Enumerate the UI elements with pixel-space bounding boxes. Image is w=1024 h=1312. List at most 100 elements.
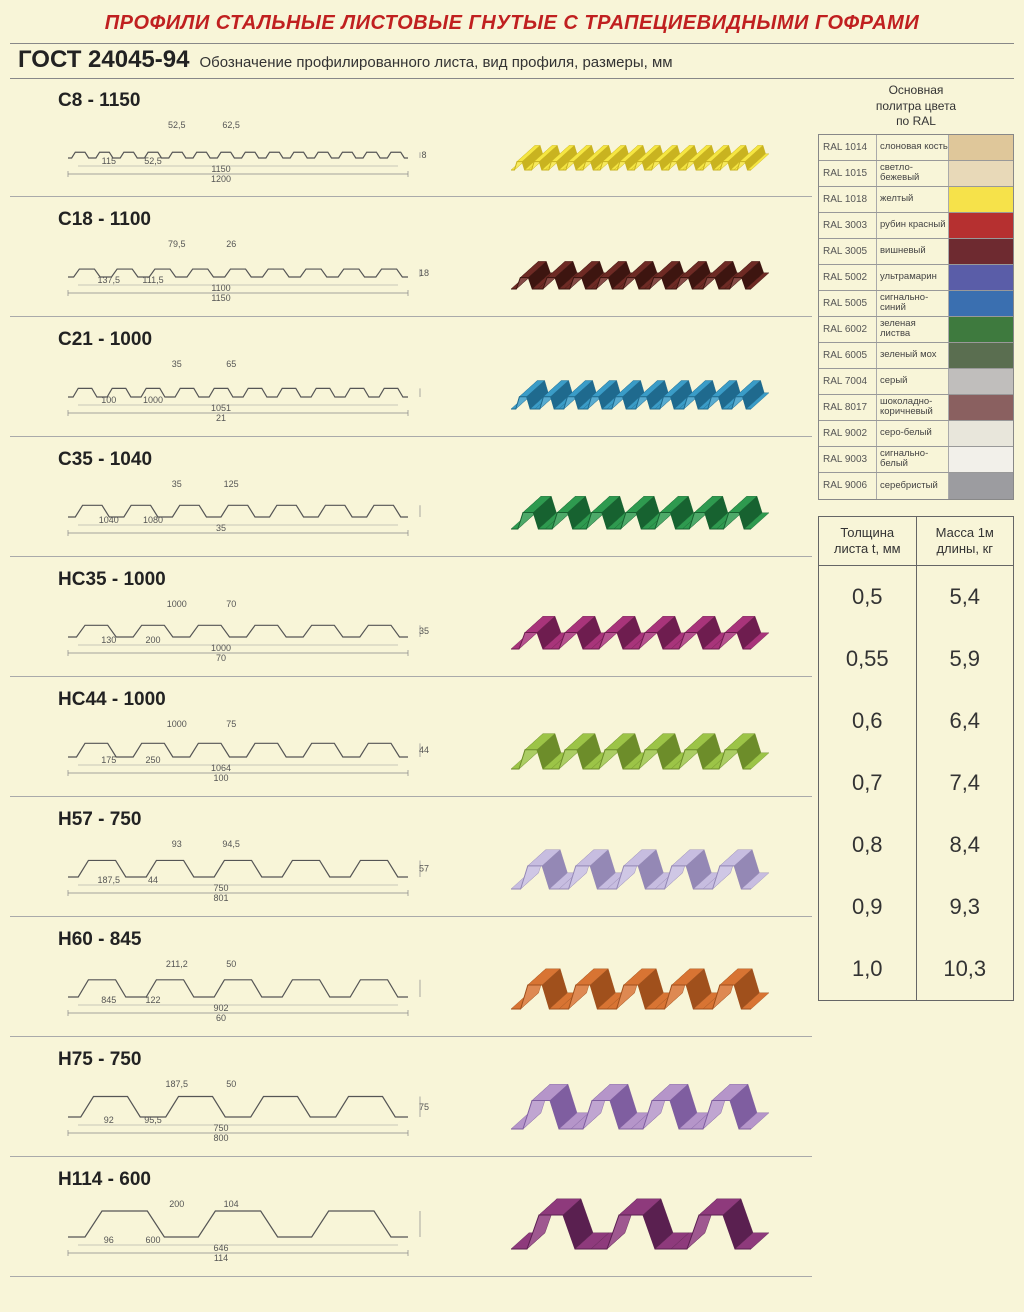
profile-name: C8 - 1150 bbox=[58, 90, 450, 112]
dimension-label: 52,5 bbox=[144, 156, 162, 166]
dimension-label: 1150 bbox=[211, 164, 230, 174]
cross-section-svg: 351251040108035 bbox=[58, 475, 438, 545]
ral-row: RAL 3005вишневый bbox=[819, 239, 1013, 265]
mass-thickness: 0,9 bbox=[819, 876, 917, 938]
ral-swatch bbox=[949, 135, 1013, 160]
profile-preview bbox=[450, 451, 812, 543]
dimension-label: 211,2 bbox=[166, 959, 188, 969]
ral-row: RAL 1018желтый bbox=[819, 187, 1013, 213]
dimension-label: 1100 bbox=[211, 283, 230, 293]
ral-name: зеленый мох bbox=[877, 343, 949, 368]
content: C8 - 115052,562,511552,5115012008C18 - 1… bbox=[10, 79, 1014, 1277]
mass-thickness: 0,5 bbox=[819, 566, 917, 628]
profile-preview bbox=[450, 92, 812, 184]
profile-name: HC35 - 1000 bbox=[58, 569, 450, 591]
dimension-label: 646 bbox=[213, 1243, 228, 1253]
ral-row: RAL 6002зеленая листва bbox=[819, 317, 1013, 343]
mass-table-body: 0,55,40,555,90,66,40,77,40,88,40,99,31,0… bbox=[819, 566, 1013, 1000]
mass-table: Толщина листа t, мм Масса 1м длины, кг 0… bbox=[818, 516, 1014, 1002]
dimension-label: 1000 bbox=[167, 719, 187, 729]
ral-name: желтый bbox=[877, 187, 949, 212]
ral-title-line: политра цвета bbox=[876, 99, 956, 113]
technical-drawing: 100075175250106410044 bbox=[58, 715, 438, 785]
dimension-label: 1000 bbox=[211, 643, 231, 653]
ral-name: вишневый bbox=[877, 239, 949, 264]
dimension-label: 750 bbox=[213, 1123, 228, 1133]
ral-swatch bbox=[949, 395, 1013, 420]
cross-section-svg: 10007013020010007035 bbox=[58, 595, 438, 665]
dimension-label: 94,5 bbox=[222, 839, 240, 849]
dimension-label: 75 bbox=[419, 1101, 429, 1111]
dimension-label: 92 bbox=[104, 1115, 114, 1125]
dimension-label: 1051 bbox=[211, 403, 231, 413]
ral-swatch bbox=[949, 213, 1013, 238]
ral-swatch bbox=[949, 473, 1013, 499]
dimension-label: 114 bbox=[214, 1253, 228, 1263]
mass-thickness: 1,0 bbox=[819, 938, 917, 1000]
dimension-label: 111,5 bbox=[142, 275, 163, 285]
ral-code: RAL 9002 bbox=[819, 421, 877, 446]
ral-row: RAL 5002ультрамарин bbox=[819, 265, 1013, 291]
ral-row: RAL 1014слоновая кость bbox=[819, 135, 1013, 161]
ral-row: RAL 3003рубин красный bbox=[819, 213, 1013, 239]
title-bar: ПРОФИЛИ СТАЛЬНЫЕ ЛИСТОВЫЕ ГНУТЫЕ С ТРАПЕ… bbox=[10, 8, 1014, 43]
ral-code: RAL 9006 bbox=[819, 473, 877, 499]
sheet-3d-svg bbox=[491, 451, 771, 543]
dimension-label: 1000 bbox=[167, 599, 187, 609]
technical-drawing: 9394,5187,54475080157 bbox=[58, 835, 438, 905]
ral-name: шоколадно-коричневый bbox=[877, 395, 949, 420]
dimension-label: 801 bbox=[213, 893, 228, 903]
sheet-3d-svg bbox=[491, 691, 771, 783]
ral-code: RAL 8017 bbox=[819, 395, 877, 420]
ral-swatch bbox=[949, 317, 1013, 342]
mass-row: 0,88,4 bbox=[819, 814, 1013, 876]
mass-value: 10,3 bbox=[917, 938, 1014, 1000]
profile-preview bbox=[450, 571, 812, 663]
mass-value: 5,9 bbox=[917, 628, 1014, 690]
profile-row: C18 - 110079,526137,5111,51100115018 bbox=[10, 197, 812, 317]
mass-value: 8,4 bbox=[917, 814, 1014, 876]
profile-left: H75 - 750187,5509295,575080075 bbox=[10, 1049, 450, 1145]
profile-row: HC44 - 1000100075175250106410044 bbox=[10, 677, 812, 797]
dimension-label: 35 bbox=[216, 523, 226, 533]
dimension-label: 125 bbox=[224, 479, 239, 489]
ral-name: ультрамарин bbox=[877, 265, 949, 290]
ral-row: RAL 9002серо-белый bbox=[819, 421, 1013, 447]
ral-name: рубин красный bbox=[877, 213, 949, 238]
dimension-label: 96 bbox=[104, 1235, 114, 1245]
mass-row: 0,66,4 bbox=[819, 690, 1013, 752]
ral-swatch bbox=[949, 187, 1013, 212]
ral-swatch bbox=[949, 161, 1013, 186]
mass-row: 1,010,3 bbox=[819, 938, 1013, 1000]
dimension-label: 1150 bbox=[211, 293, 230, 303]
page: ПРОФИЛИ СТАЛЬНЫЕ ЛИСТОВЫЕ ГНУТЫЕ С ТРАПЕ… bbox=[0, 0, 1024, 1285]
dimension-label: 60 bbox=[216, 1013, 226, 1023]
gost-code: ГОСТ 24045-94 bbox=[18, 46, 189, 74]
mass-thickness: 0,7 bbox=[819, 752, 917, 814]
profile-row: H60 - 845 211,25084512290260 bbox=[10, 917, 812, 1037]
profile-left: C8 - 115052,562,511552,5115012008 bbox=[10, 90, 450, 186]
dimension-label: 100 bbox=[213, 773, 228, 783]
sheet-3d-svg bbox=[491, 331, 771, 423]
dimension-label: 200 bbox=[145, 635, 160, 645]
dimension-label: 50 bbox=[226, 1079, 236, 1089]
ral-row: RAL 6005зеленый мох bbox=[819, 343, 1013, 369]
dimension-label: 1064 bbox=[211, 763, 231, 773]
profile-row: H75 - 750187,5509295,575080075 bbox=[10, 1037, 812, 1157]
dimension-label: 35 bbox=[419, 626, 429, 636]
profile-row: HC35 - 100010007013020010007035 bbox=[10, 557, 812, 677]
ral-code: RAL 5002 bbox=[819, 265, 877, 290]
ral-title-line: по RAL bbox=[896, 114, 936, 128]
dimension-label: 175 bbox=[101, 755, 116, 765]
cross-section-svg: 100075175250106410044 bbox=[58, 715, 438, 785]
ral-row: RAL 9003сигнально-белый bbox=[819, 447, 1013, 473]
technical-drawing: 211,25084512290260 bbox=[58, 955, 438, 1025]
ral-code: RAL 5005 bbox=[819, 291, 877, 316]
profile-name: H60 - 845 bbox=[58, 929, 450, 951]
ral-code: RAL 9003 bbox=[819, 447, 877, 472]
ral-row: RAL 5005сигнально-синий bbox=[819, 291, 1013, 317]
profile-left: H114 - 60020010496600646114 bbox=[10, 1169, 450, 1265]
mass-row: 0,555,9 bbox=[819, 628, 1013, 690]
cross-section-svg: 35651001000105121 bbox=[58, 355, 438, 425]
cross-section-svg: 187,5509295,575080075 bbox=[58, 1075, 438, 1145]
